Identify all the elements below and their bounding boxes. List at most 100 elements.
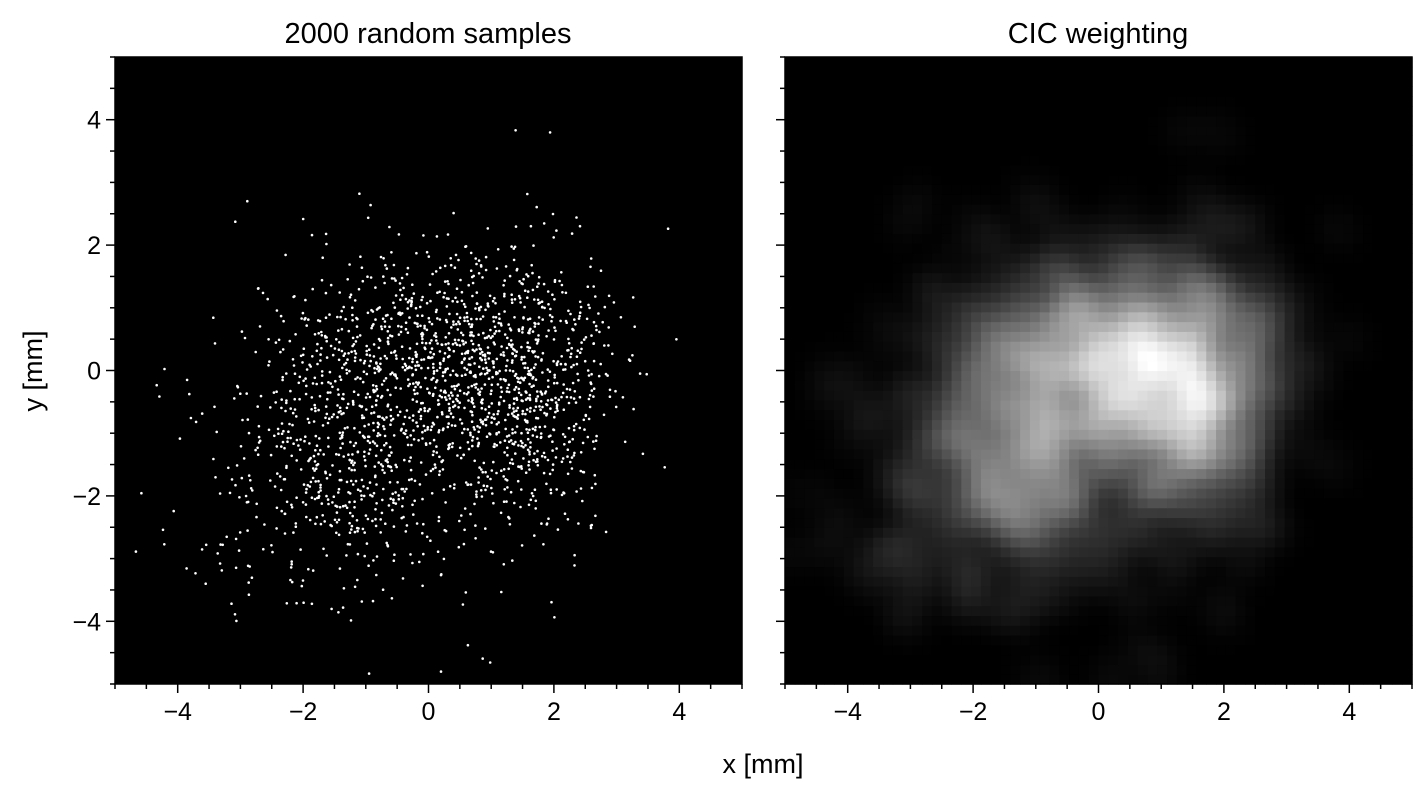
heatmap-cell [1353,537,1364,548]
heatmap-cell [1225,654,1237,666]
heatmap-cell [931,517,943,528]
scatter-point [324,232,328,236]
scatter-point [487,334,491,338]
heatmap-cell [1118,292,1129,303]
heatmap-cell [1147,674,1158,685]
heatmap-cell [1127,527,1139,538]
heatmap-cell [1372,311,1384,323]
scatter-point [140,491,143,495]
heatmap-cell [1010,243,1021,254]
scatter-point [528,450,531,454]
scatter-point [475,291,479,294]
heatmap-cell [1353,654,1364,666]
heatmap-cell [843,458,855,470]
heatmap-cell [1382,546,1394,558]
scatter-point [552,359,555,363]
heatmap-cell [1363,419,1374,430]
scatter-point [464,591,468,594]
scatter-point [375,399,378,402]
heatmap-cell [941,625,953,636]
scatter-point [325,494,328,498]
heatmap-cell [1245,478,1256,489]
heatmap-cell [1098,527,1109,538]
heatmap-cell [1363,635,1374,646]
heatmap-cell [1392,556,1403,568]
heatmap-cell [1402,605,1413,617]
heatmap-cell [804,674,815,685]
heatmap-cell [1196,556,1207,568]
heatmap-cell [1235,331,1247,342]
heatmap-cell [804,458,815,470]
scatter-point [292,364,296,367]
scatter-point [379,357,382,360]
heatmap-cell [1098,556,1109,568]
heatmap-cell [1167,380,1178,391]
heatmap-cell [1049,439,1060,450]
scatter-point [329,391,332,394]
heatmap-cell [1186,448,1198,460]
scatter-point [525,273,528,276]
scatter-point [161,528,165,532]
heatmap-cell [1392,272,1403,283]
scatter-point [480,495,484,498]
heatmap-cell [1176,625,1188,636]
scatter-point [335,338,338,341]
heatmap-cell [1108,272,1119,283]
heatmap-cell [1333,517,1345,528]
scatter-point [538,405,541,408]
heatmap-cell [1137,311,1149,323]
scatter-point [516,406,520,410]
scatter-point [415,381,418,384]
scatter-point [293,397,297,401]
heatmap-cell [1304,380,1315,391]
heatmap-cell [990,497,1002,509]
heatmap-cell [1137,635,1149,646]
heatmap-cell [1402,311,1413,323]
scatter-point [441,468,445,471]
heatmap-cell [1137,243,1149,254]
heatmap-cell [785,566,796,577]
scatter-point [469,483,473,486]
scatter-point [561,457,565,460]
heatmap-cell [814,654,825,666]
scatter-point [353,349,357,353]
heatmap-cell [882,625,894,636]
heatmap-cell [1392,546,1403,558]
heatmap-cell [1020,468,1031,479]
heatmap-cell [833,448,845,460]
heatmap-cell [902,429,913,440]
heatmap-cell [863,360,874,372]
scatter-point [563,435,567,439]
heatmap-cell [1206,468,1217,479]
scatter-point [410,443,413,447]
heatmap-cell [804,507,815,519]
scatter-point [297,381,301,385]
heatmap-cell [1333,644,1345,656]
scatter-point [273,485,277,488]
heatmap-cell [1255,468,1266,479]
heatmap-cell [1255,262,1266,274]
heatmap-cell [1216,439,1227,450]
scatter-point [319,359,322,362]
heatmap-cell [1196,654,1207,666]
scatter-point [350,350,353,354]
heatmap-cell [990,272,1002,283]
heatmap-cell [1274,419,1286,430]
heatmap-cell [902,370,913,381]
heatmap-cell [1049,311,1060,323]
heatmap-cell [1353,448,1364,460]
scatter-point [397,494,401,497]
heatmap-cell [1392,350,1403,362]
heatmap-cell [863,586,874,597]
scatter-point [418,560,421,564]
scatter-point [531,288,535,292]
heatmap-cell [1284,458,1296,470]
heatmap-cell [1235,399,1247,411]
heatmap-cell [843,537,855,548]
scatter-point [576,349,580,353]
scatter-point [342,392,345,396]
heatmap-cell [1049,635,1060,646]
heatmap-cell [873,586,884,597]
heatmap-cell [1088,282,1100,293]
scatter-point [327,436,330,440]
